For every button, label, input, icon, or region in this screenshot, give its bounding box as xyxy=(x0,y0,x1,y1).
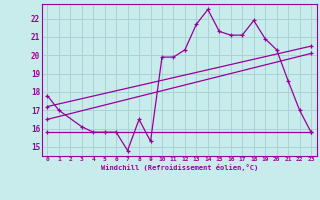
X-axis label: Windchill (Refroidissement éolien,°C): Windchill (Refroidissement éolien,°C) xyxy=(100,164,258,171)
